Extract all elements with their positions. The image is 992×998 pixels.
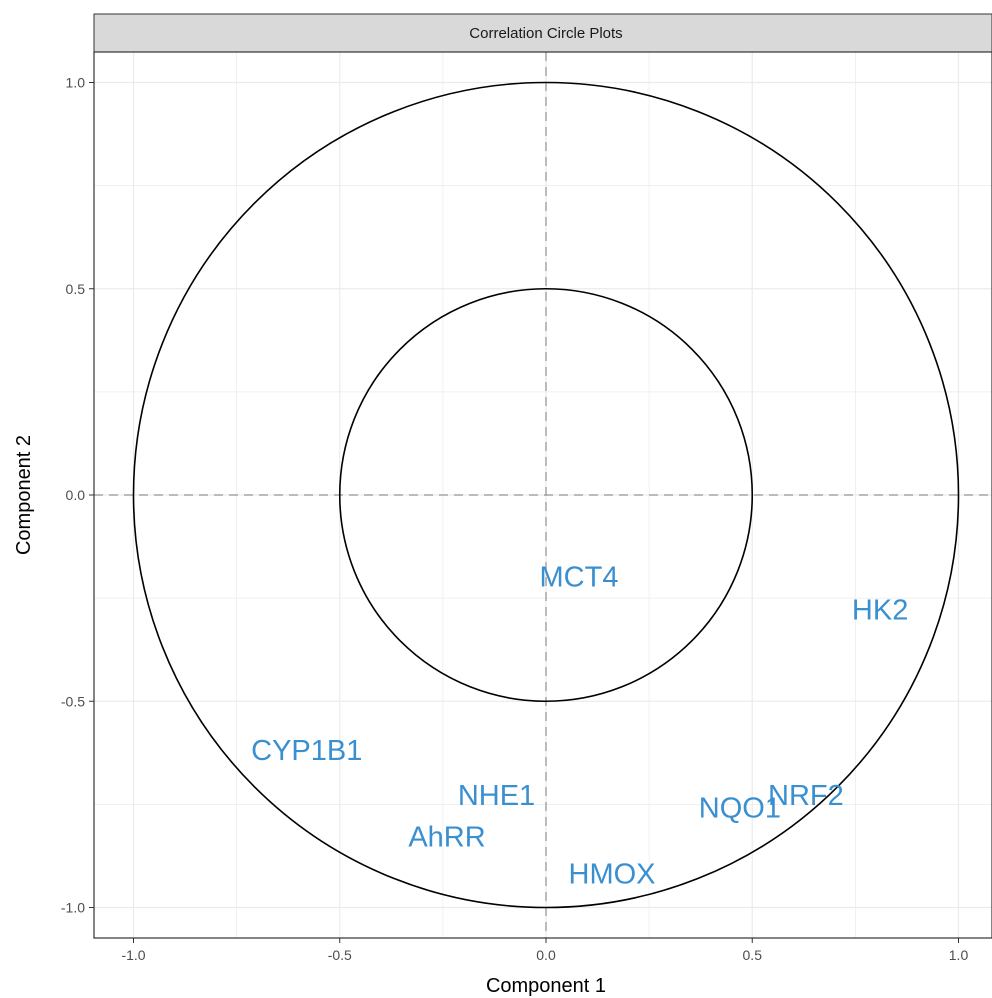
correlation-circles (132, 81, 960, 909)
variable-label: NHE1 (458, 780, 535, 812)
inner-circle (338, 287, 754, 703)
y-tick-label: -0.5 (61, 693, 85, 709)
y-axis-title: Component 2 (13, 435, 35, 555)
x-tick-label: 1.0 (949, 947, 969, 963)
facet-strip (93, 13, 992, 53)
x-axis-ticks: -1.0 -0.5 0.0 0.5 1.0 (121, 938, 968, 963)
outer-circle (132, 81, 960, 909)
facet-strip-title: Correlation Circle Plots (469, 25, 622, 42)
variable-label: MCT4 (540, 562, 619, 594)
y-tick-label: -1.0 (61, 900, 85, 916)
x-tick-label: 0.5 (743, 947, 763, 963)
x-tick-label: 0.0 (536, 947, 556, 963)
x-axis-title: Component 1 (486, 975, 606, 997)
variable-label: CYP1B1 (251, 735, 362, 767)
variable-label: AhRR (408, 821, 485, 853)
y-tick-label: 0.5 (66, 281, 86, 297)
variable-label: HMOX (569, 859, 656, 891)
x-tick-label: -1.0 (121, 947, 145, 963)
y-tick-label: 0.0 (66, 487, 86, 503)
reference-lines (94, 52, 992, 938)
variable-label: NRF2 (768, 780, 844, 812)
y-tick-label: 1.0 (66, 75, 86, 91)
variable-label: HK2 (852, 595, 908, 627)
x-tick-label: -0.5 (328, 947, 352, 963)
variable-label: NQO1 (699, 793, 781, 825)
y-axis-ticks: -1.0 -0.5 0.0 0.5 1.0 (61, 75, 94, 916)
